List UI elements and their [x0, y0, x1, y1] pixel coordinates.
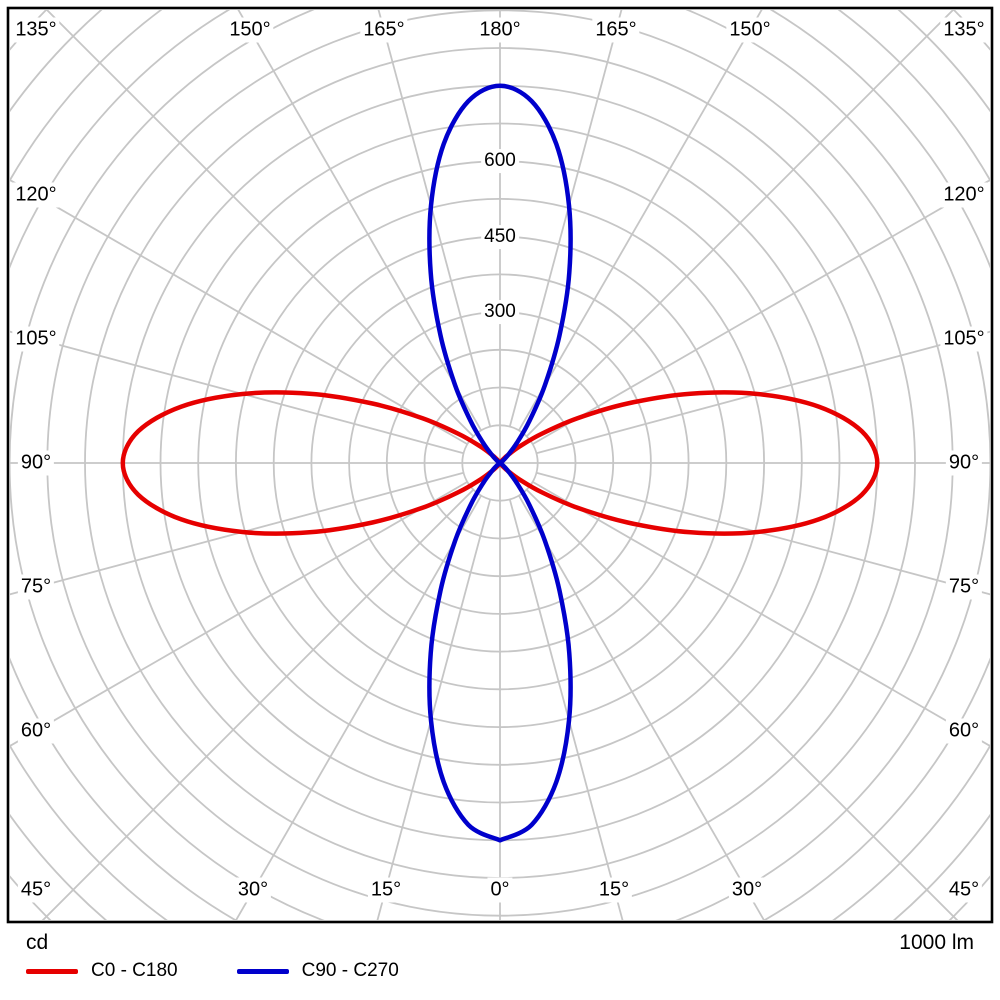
- grid-spoke-330: [235, 495, 482, 920]
- footer: cd 1000 lm: [0, 931, 1000, 955]
- grid-spoke-45: [526, 489, 959, 920]
- grid-spoke-195: [377, 10, 492, 427]
- grid-spoke-315: [41, 489, 474, 920]
- grid-spoke-255: [10, 330, 464, 455]
- legend-label-c0-c180: C0 - C180: [91, 960, 178, 981]
- grid-spoke-165: [508, 10, 623, 427]
- grid-spoke-300: [10, 481, 468, 747]
- grid-spoke-15: [508, 499, 624, 920]
- grid-spoke-105: [536, 330, 990, 455]
- grid-spoke-75: [536, 471, 990, 596]
- curve-c90-c270: [427, 83, 573, 843]
- grid-spoke-285: [10, 471, 464, 596]
- grid-spoke-60: [532, 481, 990, 747]
- grid-spoke-150: [518, 10, 763, 431]
- legend: C0 - C180 C90 - C270: [26, 960, 399, 982]
- grid-spoke-135: [526, 10, 955, 437]
- legend-line-c0-c180: [26, 968, 78, 974]
- grid-spoke-240: [10, 179, 468, 445]
- grid-spoke-30: [518, 495, 765, 920]
- legend-line-c90-c270: [236, 968, 289, 974]
- grid-spoke-225: [45, 10, 474, 437]
- plot-border: [6, 6, 994, 924]
- grid-spoke-210: [237, 10, 482, 431]
- flux-label: 1000 lm: [899, 931, 974, 954]
- grid-spoke-345: [376, 499, 492, 920]
- legend-label-c90-c270: C90 - C270: [301, 960, 399, 981]
- unit-label: cd: [26, 931, 49, 954]
- grid-spoke-120: [532, 179, 990, 445]
